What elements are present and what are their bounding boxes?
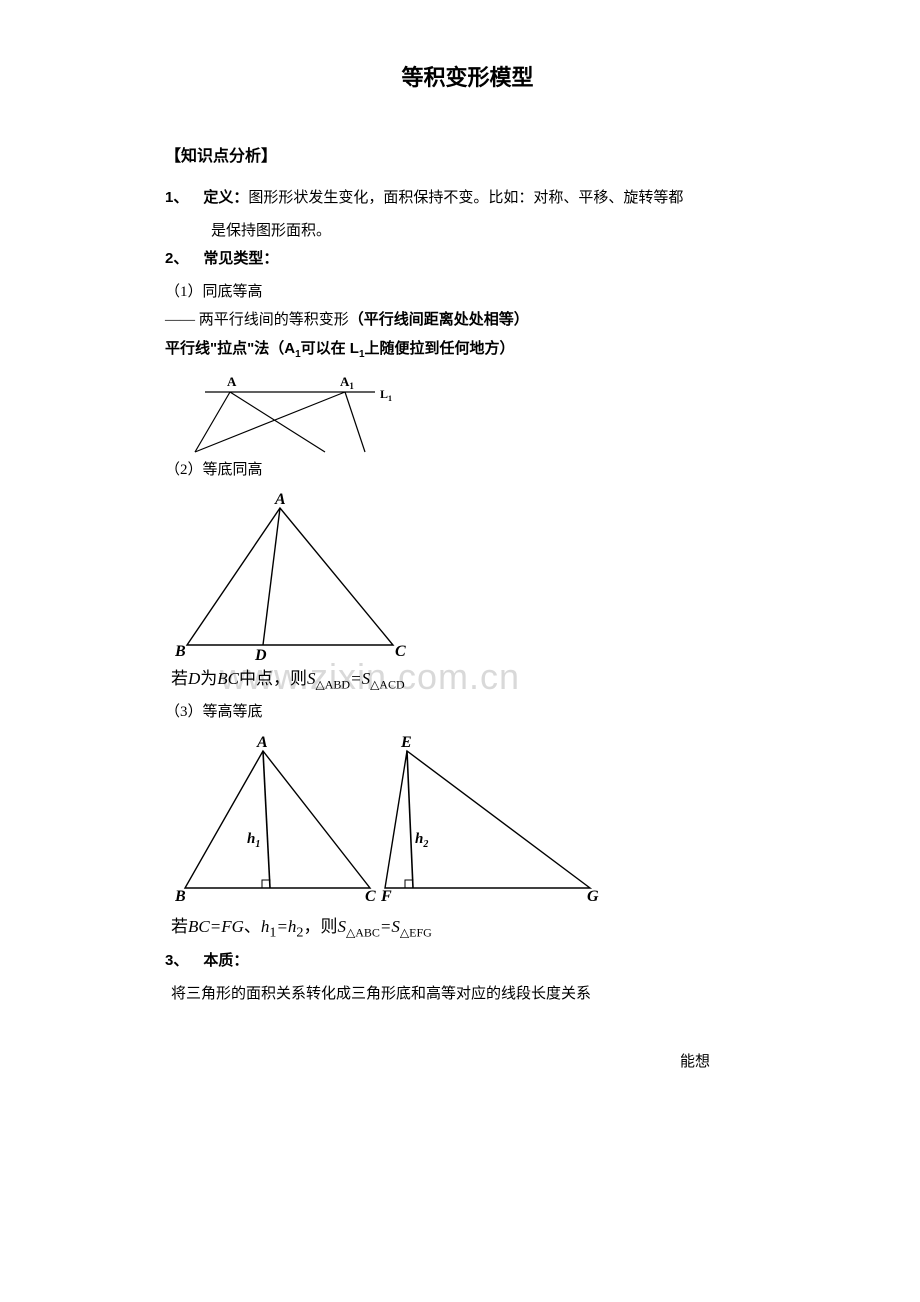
fig3-E: E <box>400 734 412 751</box>
item-3-num: 3、 <box>165 952 188 969</box>
item-1-label: 定义： <box>203 189 248 206</box>
m3f: ，则 <box>304 917 338 936</box>
fig1-L1: L1 <box>380 387 392 403</box>
item-3: 3、 本质： <box>165 947 770 976</box>
m3i: =S <box>380 917 400 936</box>
item-1: 1、 定义：图形形状发生变化，面积保持不变。比如：对称、平移、旋转等都 <box>165 184 770 213</box>
m2h: =S <box>350 669 370 688</box>
m2g: △ABD <box>316 677 351 691</box>
fig3-F: F <box>380 888 392 905</box>
item-2-label: 常见类型： <box>203 250 278 267</box>
fig2-D: D <box>254 647 267 660</box>
m2i: △ACD <box>370 677 405 691</box>
m3a: 若 <box>171 917 188 936</box>
fig3-A: A <box>256 734 268 751</box>
m2e: 中点，则 <box>239 669 307 688</box>
m3b: BC=FG <box>188 917 244 936</box>
fig3-G: G <box>587 888 599 905</box>
m3j: △EFG <box>400 925 432 939</box>
type-1-line3: 平行线"拉点"法（A1可以在 L1上随便拉到任何地方） <box>165 335 770 364</box>
math-3: 若BC=FG、h1=h2，则S△ABC=S△EFG <box>171 912 770 941</box>
page-title: 等积变形模型 <box>165 60 770 92</box>
item-2: 2、 常见类型： <box>165 245 770 274</box>
fig2-C: C <box>395 643 406 660</box>
m3c: 、 <box>244 917 261 936</box>
figure-2-svg: A B C D <box>175 490 410 660</box>
t1l3b: 可以在 L <box>301 340 359 357</box>
type-3-num: （3） <box>165 704 203 720</box>
m3e: =h <box>276 917 296 936</box>
t1l3a: 平行线"拉点"法（A <box>165 340 295 357</box>
m2c: 为 <box>200 669 217 688</box>
section-heading: 【知识点分析】 <box>165 142 770 166</box>
item-3-body: 将三角形的面积关系转化成三角形底和高等对应的线段长度关系 <box>171 980 770 1009</box>
figure-2: A B C D <box>175 490 770 660</box>
type-1-label: 同底等高 <box>203 284 263 300</box>
m2d: BC <box>217 669 239 688</box>
figure-3: A B C h1 E F G h2 <box>175 733 770 908</box>
type-1-line2a: —— 两平行线间的等积变形 <box>165 312 349 328</box>
fig3-h1: h1 <box>247 831 260 850</box>
fig3-h2: h2 <box>415 831 428 850</box>
type-2-num: （2） <box>165 462 203 478</box>
fig1-A1: A1 <box>340 374 354 391</box>
type-2: （2）等底同高 <box>165 456 770 485</box>
fig1-A: A <box>227 374 237 389</box>
figure-1: A A1 L1 <box>175 370 770 460</box>
m2b: D <box>188 669 200 688</box>
t1l3c: 上随便拉到任何地方） <box>365 340 515 357</box>
type-1-num: （1） <box>165 284 203 300</box>
side-text-fragment: 能想 <box>680 1050 710 1071</box>
item-3-label: 本质： <box>203 952 248 969</box>
type-1: （1）同底等高 <box>165 278 770 307</box>
fig3-C: C <box>365 888 376 905</box>
m2f: S <box>307 669 316 688</box>
math-2: 若D为BC中点，则S△ABD=S△ACD <box>171 664 770 692</box>
type-3-label: 等高等底 <box>203 704 263 720</box>
item-1-num: 1、 <box>165 189 188 206</box>
figure-3-svg: A B C h1 E F G h2 <box>175 733 605 908</box>
type-1-line2: —— 两平行线间的等积变形（平行线间距离处处相等） <box>165 306 770 335</box>
item-2-num: 2、 <box>165 250 188 267</box>
m3h: △ABC <box>346 925 380 939</box>
item-1-body: 图形形状发生变化，面积保持不变。比如：对称、平移、旋转等都 <box>248 190 683 206</box>
m3g: S <box>338 917 347 936</box>
item-1-body2: 是保持图形面积。 <box>211 217 770 246</box>
type-3: （3）等高等底 <box>165 698 770 727</box>
m2a: 若 <box>171 669 188 688</box>
fig2-B: B <box>175 643 186 660</box>
figure-1-svg: A A1 L1 <box>175 370 405 460</box>
type-2-label: 等底同高 <box>203 462 263 478</box>
fig3-B: B <box>175 888 186 905</box>
fig2-A: A <box>274 491 286 508</box>
m3e2: 2 <box>296 924 303 940</box>
type-1-line2b: （平行线间距离处处相等） <box>349 311 529 328</box>
